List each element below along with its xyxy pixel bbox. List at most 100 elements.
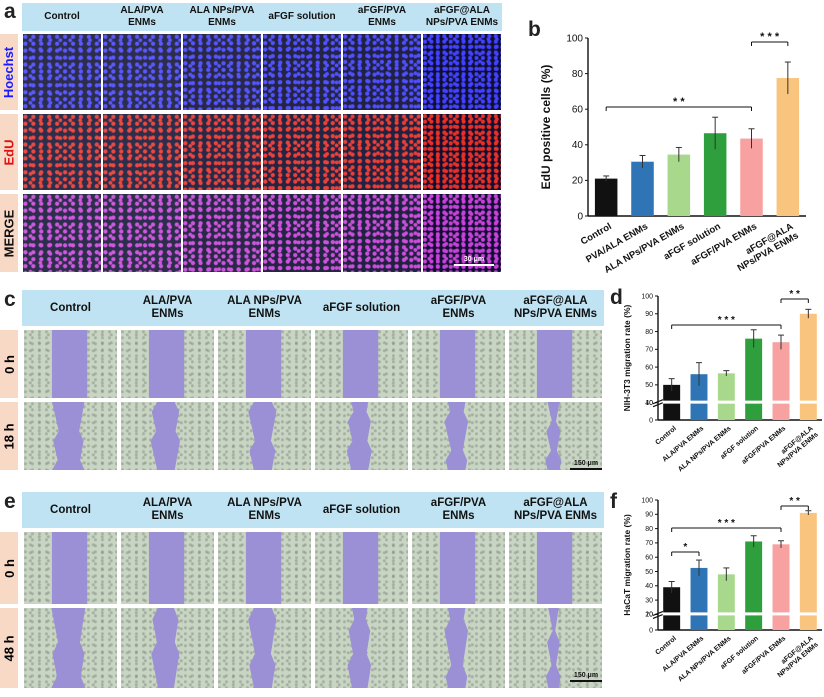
header-ala-pva: ALA/PVA ENMs [142, 497, 193, 522]
wound-area [536, 330, 573, 398]
micrograph-hoechst-3 [183, 34, 261, 110]
header-ala-pva: ALA/PVA ENMs [120, 5, 164, 28]
scale-bar-e: 150 μm [570, 672, 602, 682]
bar-break-gap [717, 400, 736, 404]
bar-break-gap [772, 612, 790, 616]
significance-label: * * * [718, 518, 735, 529]
scale-bar-a: 30 μm [454, 256, 494, 266]
bar-5 [740, 138, 763, 216]
wound-area [51, 608, 86, 688]
significance-label: * * * [760, 31, 780, 43]
bar-break-gap [772, 400, 790, 404]
header-control: Control [44, 11, 80, 22]
micrograph-hoechst-6 [423, 34, 501, 110]
y-tick-label: 0 [577, 211, 583, 222]
header-ala-nps: ALA NPs/PVA ENMs [227, 295, 302, 320]
panel-c-label: c [4, 288, 16, 311]
bar-2 [631, 161, 654, 216]
wound-image-later-4 [315, 402, 408, 470]
micrograph-edu-2 [103, 114, 181, 190]
wound-image-later-3 [218, 608, 311, 688]
wound-area [439, 330, 476, 398]
wound-image-later-1 [24, 402, 117, 470]
y-tick-label: 20 [572, 176, 584, 187]
wound-image-later-4 [315, 608, 408, 688]
wound-area [148, 330, 185, 398]
wound-area [536, 532, 573, 604]
panel-f-label: f [610, 490, 617, 513]
micrograph-edu-1 [23, 114, 101, 190]
header-afgf-solution: aFGF solution [322, 301, 401, 314]
bar-1 [663, 587, 681, 630]
bar-break-gap [744, 612, 763, 616]
wound-area [439, 532, 476, 604]
y-tick-label: 40 [645, 583, 653, 590]
panel-a-header: Control ALA/PVA ENMs ALA NPs/PVA ENMs aF… [22, 3, 502, 31]
header-ala-pva: ALA/PVA ENMs [142, 295, 193, 320]
significance-label: * * [673, 96, 685, 108]
micrograph-hoechst-1 [23, 34, 101, 110]
bar-1 [594, 178, 618, 216]
row-label-0h-e: 0 h [0, 532, 18, 604]
wound-area [52, 402, 85, 470]
wound-image-initial-2 [121, 532, 214, 604]
header-control: Control [50, 503, 91, 516]
y-tick-label: 60 [645, 364, 653, 371]
bar-3 [717, 574, 735, 630]
header-afgf-ala: aFGF@ALA NPs/PVA ENMs [513, 295, 598, 320]
wound-image-initial-3 [218, 532, 311, 604]
wound-image-later-2 [121, 608, 214, 688]
wound-image-later-6 [509, 402, 602, 470]
y-tick-label: 10 [645, 400, 653, 407]
bar-break-gap [799, 612, 818, 616]
bar-3 [667, 154, 691, 216]
y-tick-label: 10 [645, 612, 653, 619]
wound-area [51, 330, 88, 398]
wound-area [347, 608, 372, 688]
micrograph-edu-6 [423, 114, 501, 190]
axis-break-mark [652, 610, 664, 616]
wound-image-initial-3 [218, 330, 311, 398]
y-tick-label: 80 [645, 329, 653, 336]
micrograph-hoechst-4 [263, 34, 341, 110]
y-tick-label: 50 [645, 382, 653, 389]
y-tick-label: 0 [649, 627, 653, 634]
y-tick-label: 80 [572, 69, 584, 80]
header-afgf-ala: aFGF@ALA NPs/PVA ENMs [513, 497, 598, 522]
wound-area [51, 532, 88, 604]
panel-a-label: a [4, 0, 16, 23]
wound-image-later-5 [412, 608, 505, 688]
micrograph-hoechst-2 [103, 34, 181, 110]
x-tick-label: ALA NPs/PVA ENMs [677, 425, 733, 473]
header-afgf-ala: aFGF@ALA NPs/PVA ENMs [425, 5, 499, 28]
x-tick-label: ALA NPs/PVA ENMs [677, 635, 733, 683]
y-tick-label: 0 [649, 417, 653, 424]
wound-image-initial-1 [24, 330, 117, 398]
y-axis-label: NIH-3T3 migration rate (%) [622, 304, 632, 411]
wound-area [245, 330, 282, 398]
wound-image-later-5 [412, 402, 505, 470]
panel-e-header: Control ALA/PVA ENMs ALA NPs/PVA ENMs aF… [22, 492, 604, 528]
micrograph-merge-1 [23, 194, 101, 272]
panel-d-label: d [610, 286, 623, 309]
header-afgf-solution: aFGF solution [268, 11, 336, 22]
y-tick-label: 80 [645, 526, 653, 533]
micrograph-merge-3 [183, 194, 261, 272]
wound-image-initial-2 [121, 330, 214, 398]
y-tick-label: 20 [645, 612, 653, 619]
bar-6 [799, 512, 817, 630]
wound-area [151, 608, 180, 688]
significance-label: * * * [718, 315, 735, 326]
row-label-48h: 48 h [0, 608, 18, 688]
y-axis-label: EdU positive cells (%) [539, 65, 553, 190]
bar-break-gap [690, 612, 708, 616]
row-label-0h-c: 0 h [0, 330, 18, 398]
micrograph-merge-4 [263, 194, 341, 272]
y-tick-label: 70 [645, 540, 653, 547]
header-ala-nps: ALA NPs/PVA ENMs [189, 5, 255, 28]
wound-area [346, 402, 372, 470]
wound-image-later-1 [24, 608, 117, 688]
wound-area [248, 402, 277, 470]
